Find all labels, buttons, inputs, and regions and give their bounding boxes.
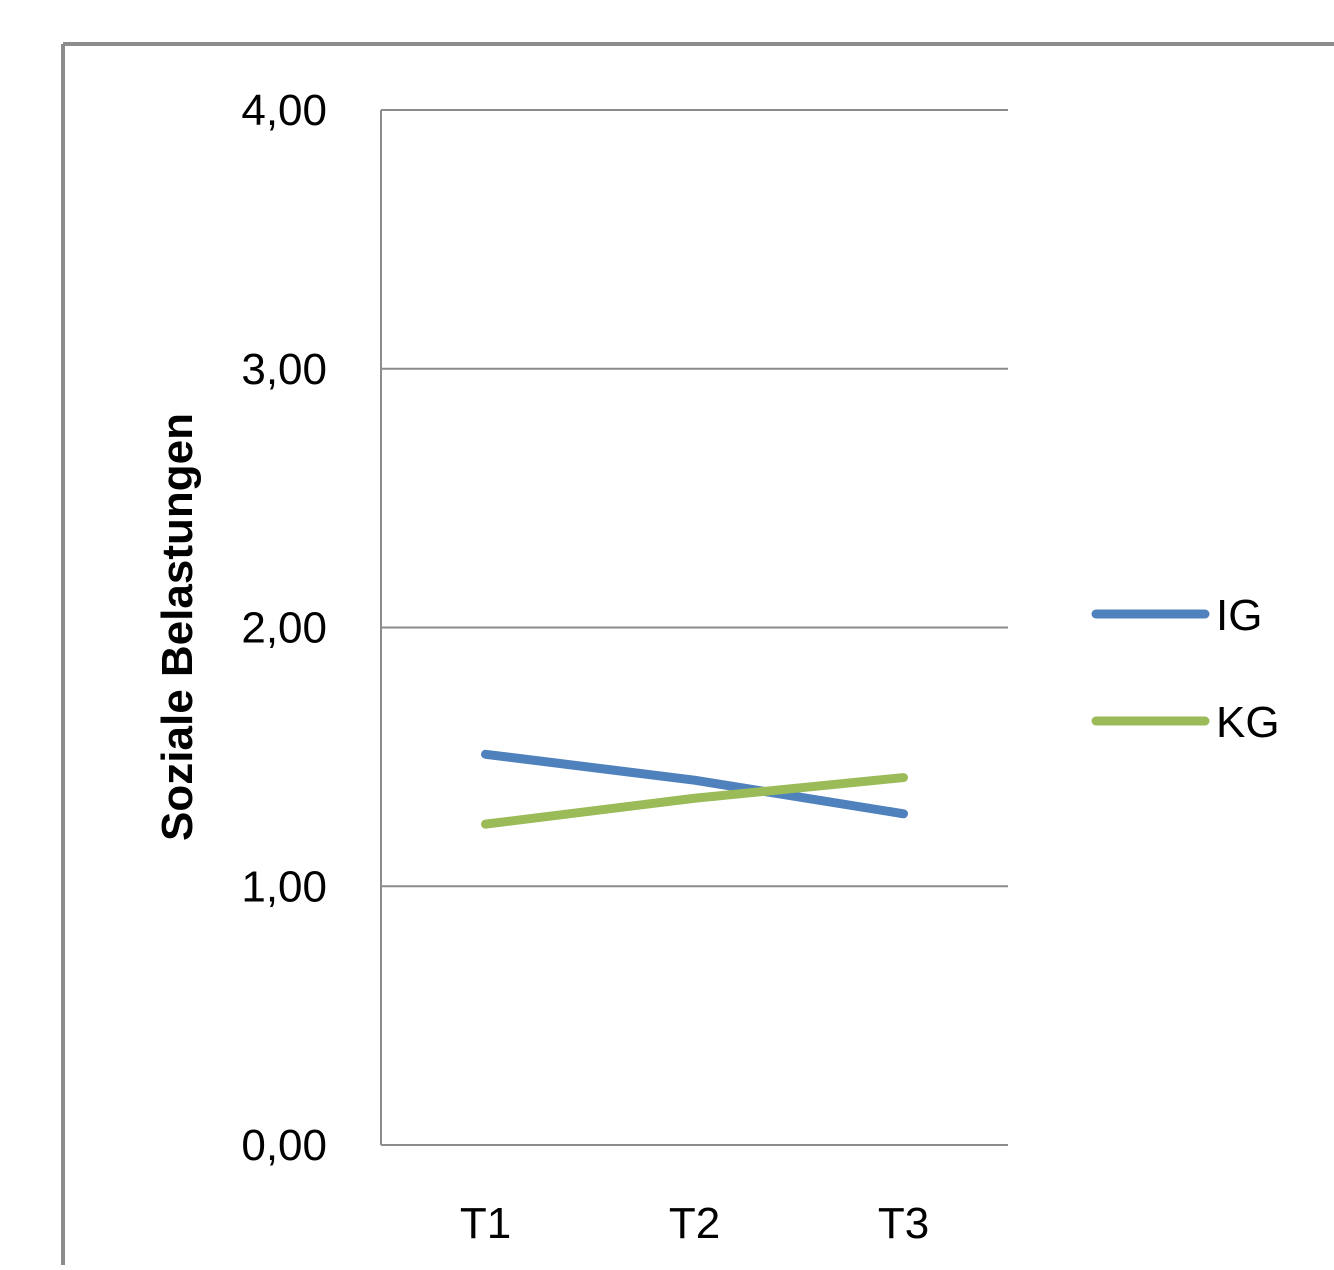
series-line-kg bbox=[481, 773, 908, 829]
x-tick-label: T2 bbox=[669, 1199, 720, 1248]
x-tick-label: T1 bbox=[460, 1199, 511, 1248]
y-tick-label: 1,00 bbox=[241, 862, 327, 911]
y-tick-label: 2,00 bbox=[241, 604, 327, 653]
y-tick-label: 0,00 bbox=[241, 1121, 327, 1170]
y-tick-label: 3,00 bbox=[241, 345, 327, 394]
legend-label-ig: IG bbox=[1216, 591, 1262, 640]
y-tick-label: 4,00 bbox=[241, 86, 327, 135]
y-axis-title: Soziale Belastungen bbox=[153, 413, 202, 841]
legend-label-kg: KG bbox=[1216, 698, 1280, 747]
legend: IG KG bbox=[1091, 591, 1280, 747]
gridlines bbox=[381, 109, 1008, 1146]
x-tick-labels: T1 T2 T3 bbox=[460, 1199, 929, 1248]
data-series bbox=[481, 749, 908, 829]
x-tick-label: T3 bbox=[878, 1199, 929, 1248]
series-line-ig bbox=[481, 749, 908, 819]
y-tick-labels: 0,00 1,00 2,00 3,00 4,00 bbox=[241, 86, 327, 1170]
